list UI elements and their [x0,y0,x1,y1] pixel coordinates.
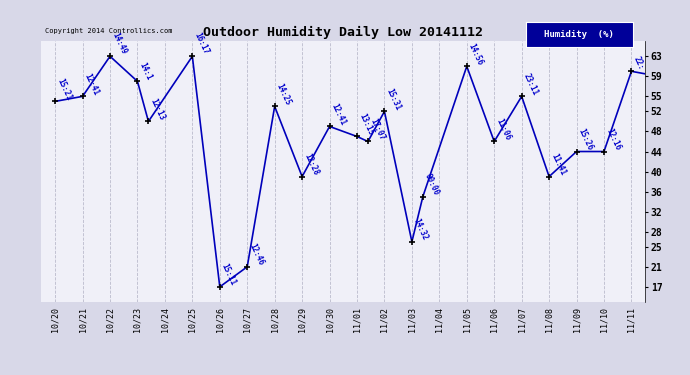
Text: 17:07: 17:07 [368,117,386,141]
Text: 12:28: 12:28 [302,152,320,177]
Text: 15:21: 15:21 [55,76,73,101]
Text: 14:32: 14:32 [412,217,430,242]
Text: 16:17: 16:17 [193,32,210,56]
Text: 14:56: 14:56 [466,42,484,66]
Text: 14:1: 14:1 [137,61,153,81]
Text: 15:26: 15:26 [577,127,595,152]
Text: 23:11: 23:11 [522,72,540,96]
Text: 12:13: 12:13 [148,97,166,122]
Text: 21:5: 21:5 [0,374,1,375]
Text: 00:00: 00:00 [423,172,441,196]
Text: 15:11: 15:11 [220,262,238,287]
Text: Humidity  (%): Humidity (%) [544,30,614,39]
Text: 12:16: 12:16 [604,127,622,152]
Text: 11:41: 11:41 [549,152,567,177]
Text: 12:41: 12:41 [330,102,348,126]
Text: 14:49: 14:49 [110,32,128,56]
Text: 22:: 22: [631,55,645,71]
Text: 12:41: 12:41 [83,72,101,96]
Text: 11:06: 11:06 [494,117,512,141]
Text: 12:46: 12:46 [247,242,265,267]
Text: 13:15: 13:15 [357,112,375,136]
Text: Copyright 2014 Controllics.com: Copyright 2014 Controllics.com [45,28,172,34]
Text: 15:31: 15:31 [384,87,402,111]
Text: 14:25: 14:25 [275,82,293,106]
Title: Outdoor Humidity Daily Low 20141112: Outdoor Humidity Daily Low 20141112 [204,26,483,39]
